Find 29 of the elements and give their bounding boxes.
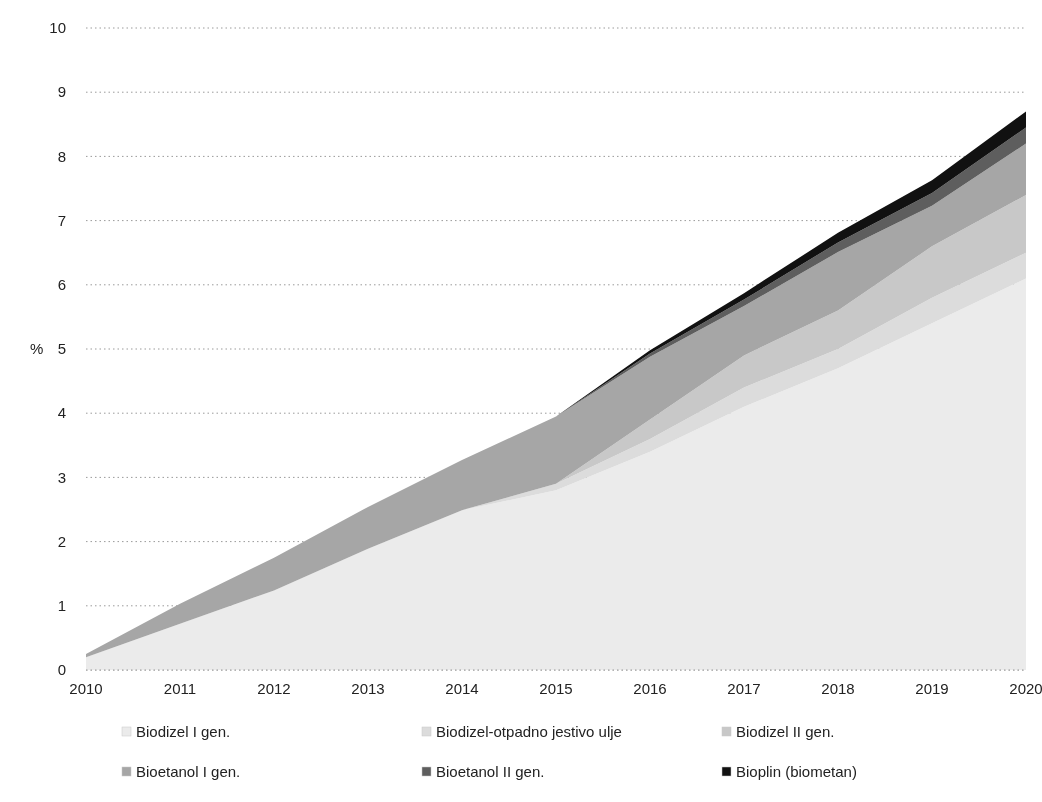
y-tick-label: 0 [57,661,66,679]
y-tick-label: 9 [57,83,66,101]
y-tick-label: 5 [57,340,66,358]
legend-label: Bioetanol II gen. [436,763,545,781]
legend-label: Bioetanol I gen. [136,763,241,781]
legend-label: Biodizel-otpadno jestivo ulje [436,723,622,741]
legend-label: Bioplin (biometan) [736,763,857,781]
y-tick-label: 8 [57,147,66,165]
x-tick-label: 2019 [915,680,949,697]
legend-label: Biodizel II gen. [736,723,835,741]
x-tick-label: 2012 [257,680,291,697]
y-axis-title: % [30,340,44,358]
x-tick-label: 2015 [539,680,573,697]
y-tick-label: 2 [57,532,66,550]
x-tick-label: 2020 [1009,680,1042,697]
x-tick-label: 2011 [163,680,197,697]
x-tick-label: 2013 [351,680,385,697]
x-tick-label: 2018 [821,680,855,697]
y-tick-label: 6 [57,276,66,294]
x-tick-label: 2014 [445,680,479,697]
y-tick-label: 4 [57,404,66,422]
x-tick-label: 2010 [69,680,103,697]
y-tick-label: 3 [57,468,66,486]
y-tick-label: 10 [49,19,66,37]
x-tick-label: 2017 [727,680,761,697]
y-tick-label: 7 [57,211,66,229]
y-tick-label: 1 [57,597,66,615]
legend-label: Biodizel I gen. [136,723,231,741]
x-tick-label: 2016 [633,680,667,697]
